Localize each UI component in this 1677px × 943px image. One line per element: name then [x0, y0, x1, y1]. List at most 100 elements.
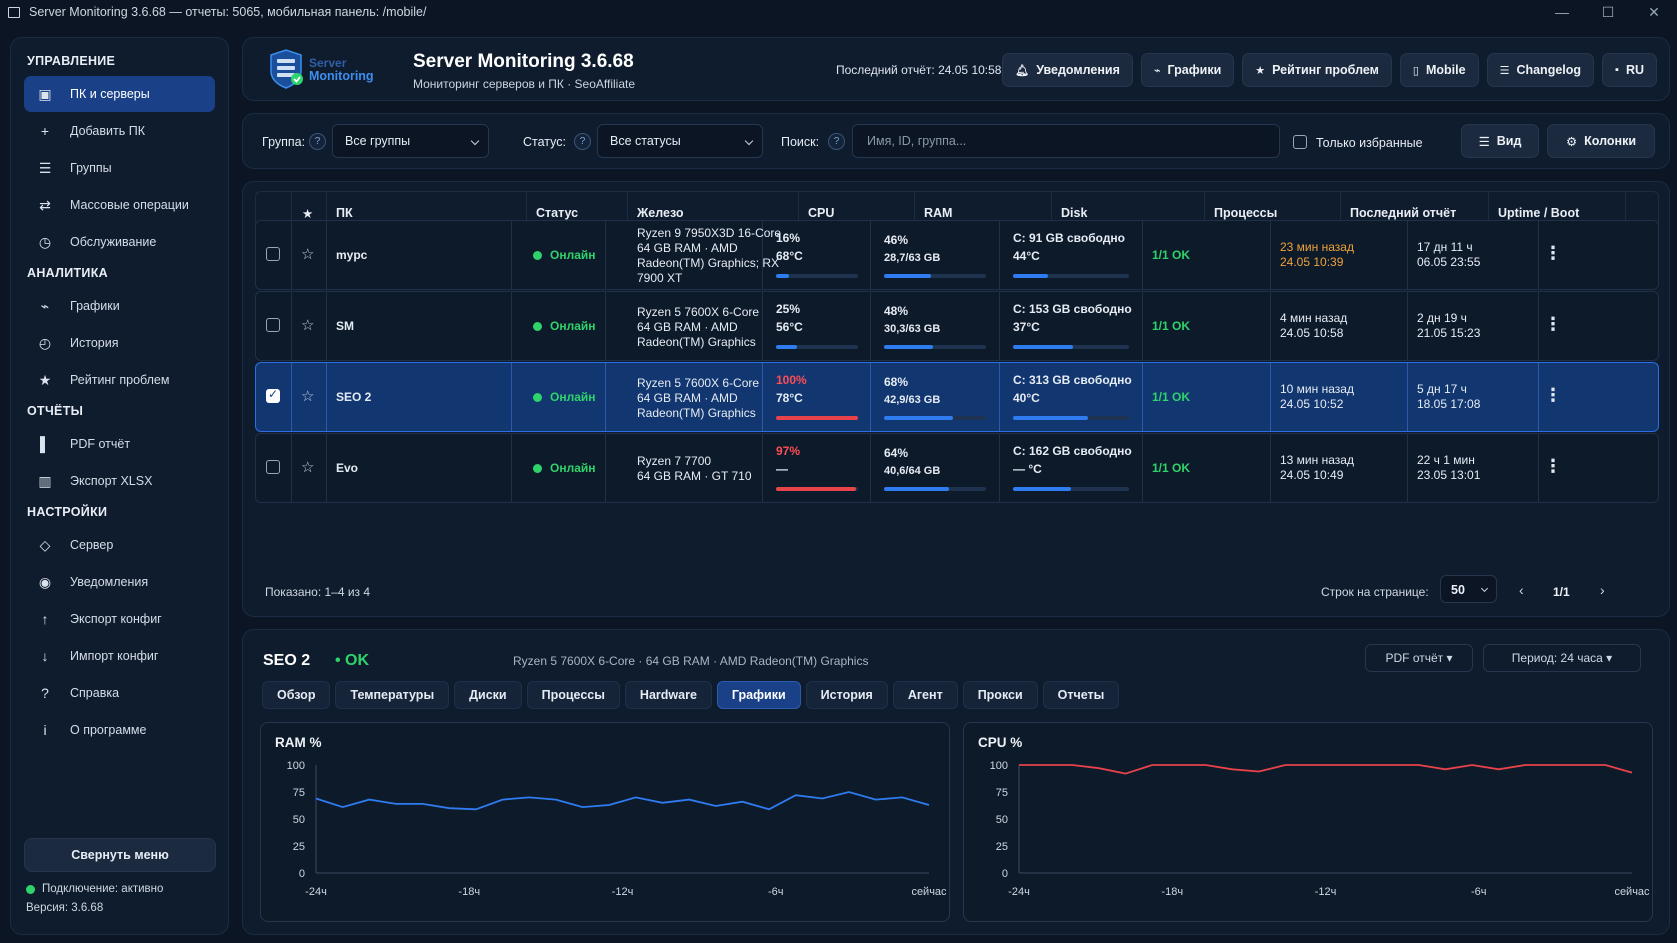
table-row[interactable]: ☆ mypc Онлайн Ryzen 9 7950X3D 16-Core 64 GB … — [255, 220, 1659, 290]
favorite-star-icon[interactable]: ☆ — [301, 317, 315, 334]
sidebar-item[interactable]: ◴ История — [24, 325, 215, 361]
sidebar-item-label: Уведомления — [70, 575, 149, 589]
row-menu-icon[interactable]: ⋮ — [1544, 243, 1562, 263]
row-menu-icon[interactable]: ⋮ — [1544, 385, 1562, 405]
columns-button[interactable]: ⚙ Колонки — [1547, 124, 1655, 158]
history-icon: ◴ — [38, 334, 52, 351]
sidebar-item[interactable]: ? Справка — [24, 675, 215, 711]
sidebar-section-title: НАСТРОЙКИ — [27, 505, 108, 519]
col-hardware[interactable]: Железо — [637, 206, 684, 220]
header-button-flag[interactable]: ▪ RU — [1602, 53, 1657, 87]
sidebar-item[interactable]: ▣ ПК и серверы — [24, 76, 215, 112]
status-help-icon[interactable]: ? — [574, 133, 591, 150]
col-status[interactable]: Статус — [536, 206, 579, 220]
row-menu-icon[interactable]: ⋮ — [1544, 314, 1562, 334]
pc-name[interactable]: SM — [336, 319, 354, 333]
tab-6[interactable]: История — [805, 681, 888, 709]
disk-bar-fill — [1013, 345, 1074, 349]
col-pc[interactable]: ПК — [336, 206, 353, 220]
y-tick-label: 75 — [996, 787, 1008, 799]
sidebar-item[interactable]: ↑ Экспорт конфиг — [24, 601, 215, 637]
sidebar-item-label: О программе — [70, 723, 147, 737]
table-row[interactable]: ☆ Evo Онлайн Ryzen 7 7700 64 GB RAM · GT 710… — [255, 433, 1659, 503]
maximize-button[interactable]: ☐ — [1601, 3, 1615, 20]
minimize-button[interactable]: — — [1555, 4, 1569, 20]
disk-temp: 44°C — [1013, 249, 1040, 263]
pc-name[interactable]: mypc — [336, 248, 368, 262]
tab-4[interactable]: Hardware — [624, 681, 712, 709]
sidebar-item[interactable]: ▥ Экспорт XLSX — [24, 463, 215, 499]
sidebar-item[interactable]: ◷ Обслуживание — [24, 224, 215, 260]
ram-bar-fill — [884, 274, 931, 278]
star-icon: ★ — [1255, 64, 1266, 77]
sidebar-item[interactable]: ◇ Сервер — [24, 527, 215, 563]
cpu-bar — [776, 487, 858, 491]
col-uptime[interactable]: Uptime / Boot — [1498, 206, 1580, 220]
sidebar-item[interactable]: ★ Рейтинг проблем — [24, 362, 215, 398]
header-button-phone[interactable]: ▯ Mobile — [1399, 53, 1479, 87]
sidebar-item[interactable]: + Добавить ПК — [24, 113, 215, 149]
sidebar-item[interactable]: ⇄ Массовые операции — [24, 187, 215, 223]
app-window-icon — [8, 6, 20, 18]
tab-2[interactable]: Диски — [454, 681, 522, 709]
tab-5[interactable]: Графики — [716, 681, 801, 709]
row-checkbox[interactable]: ✓ — [266, 387, 280, 403]
row-checkbox[interactable] — [266, 318, 280, 332]
trend-icon: ⌁ — [40, 297, 50, 314]
row-checkbox[interactable] — [266, 247, 280, 261]
uptime-value: 2 дн 19 ч — [1417, 311, 1467, 325]
logo-text-server: Server — [309, 56, 347, 70]
favorite-star-icon[interactable]: ☆ — [301, 388, 315, 405]
columns-button-label: Колонки — [1584, 134, 1637, 148]
status-select[interactable]: Все статусы — [597, 124, 763, 158]
view-button[interactable]: ☰ Вид — [1461, 124, 1539, 158]
group-select[interactable]: Все группы — [332, 124, 489, 158]
collapse-menu-button[interactable]: Свернуть меню — [24, 838, 216, 872]
tab-3[interactable]: Процессы — [526, 681, 620, 709]
pc-name[interactable]: Evo — [336, 461, 359, 475]
group-help-icon[interactable]: ? — [309, 133, 326, 150]
status-text: Онлайн — [550, 319, 596, 333]
col-ram[interactable]: RAM — [924, 206, 953, 220]
tab-7[interactable]: Агент — [892, 681, 958, 709]
search-help-icon[interactable]: ? — [828, 133, 845, 150]
col-cpu[interactable]: CPU — [808, 206, 835, 220]
pdf-report-button[interactable]: PDF отчёт ▾ — [1365, 644, 1473, 672]
disk-bar-fill — [1013, 416, 1089, 420]
col-disk[interactable]: Disk — [1061, 206, 1088, 220]
tab-8[interactable]: Прокси — [962, 681, 1038, 709]
detail-panel: SEO 2 • OK Ryzen 5 7600X 6-Core · 64 GB … — [242, 629, 1670, 935]
x-tick-label: сейчас — [1614, 886, 1650, 898]
cpu-value: 25% — [776, 302, 801, 316]
table-row[interactable]: ☆ SM Онлайн Ryzen 5 7600X 6-Core 64 GB RAM ·… — [255, 291, 1659, 361]
sidebar-item[interactable]: ⌁ Графики — [24, 288, 215, 324]
tab-9[interactable]: Отчеты — [1042, 681, 1120, 709]
tab-1[interactable]: Температуры — [335, 681, 450, 709]
close-button[interactable]: ✕ — [1648, 3, 1660, 20]
tab-0[interactable]: Обзор — [262, 681, 331, 709]
header-button-list[interactable]: ☰ Changelog — [1486, 53, 1595, 87]
sidebar-item[interactable]: ☰ Группы — [24, 150, 215, 186]
row-checkbox[interactable] — [266, 460, 280, 474]
col-last-report[interactable]: Последний отчёт — [1350, 206, 1457, 220]
sidebar-item[interactable]: ▌ PDF отчёт — [24, 426, 215, 462]
prev-page-button[interactable]: ‹ — [1519, 582, 1524, 598]
favorite-star-icon[interactable]: ☆ — [301, 459, 315, 476]
header-button-bell[interactable]: 🔔︎ Уведомления — [1002, 53, 1133, 87]
col-favorite-star-icon[interactable]: ★ — [302, 207, 314, 221]
sidebar-item[interactable]: i О программе — [24, 712, 215, 748]
table-row[interactable]: ✓ ☆ SEO 2 Онлайн Ryzen 5 7600X 6-Core 64 GB R… — [255, 362, 1659, 432]
rows-per-page-select[interactable]: 50 — [1440, 575, 1497, 603]
sidebar-item[interactable]: ◉ Уведомления — [24, 564, 215, 600]
row-menu-icon[interactable]: ⋮ — [1544, 456, 1562, 476]
favorite-star-icon[interactable]: ☆ — [301, 246, 315, 263]
pc-name[interactable]: SEO 2 — [336, 390, 372, 404]
col-processes[interactable]: Процессы — [1214, 206, 1278, 220]
favorites-only-checkbox[interactable] — [1293, 135, 1307, 149]
next-page-button[interactable]: › — [1600, 582, 1605, 598]
search-input[interactable]: Имя, ID, группа... — [852, 124, 1280, 158]
sidebar-item[interactable]: ↓ Импорт конфиг — [24, 638, 215, 674]
header-button-trend[interactable]: ⌁ Графики — [1140, 53, 1235, 87]
header-button-star[interactable]: ★ Рейтинг проблем — [1242, 53, 1392, 87]
period-select[interactable]: Период: 24 часа ▾ — [1483, 644, 1641, 672]
